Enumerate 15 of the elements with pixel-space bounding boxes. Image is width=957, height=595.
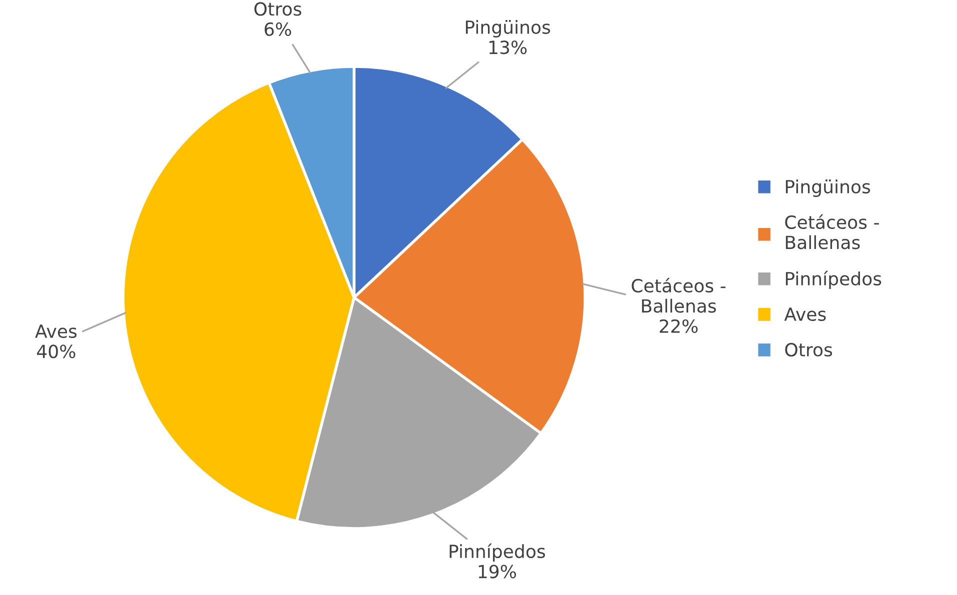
- legend-label: Aves: [784, 308, 826, 322]
- data-label: 40%: [37, 344, 76, 358]
- slice-label: Pingüinos: [466, 20, 550, 38]
- data-label: 19%: [478, 564, 516, 578]
- slice-label: Aves: [35, 324, 77, 338]
- legend-label: Cetáceos - Ballenas: [785, 214, 879, 250]
- slice-label: Otros: [254, 2, 302, 16]
- legend-label: Otros: [785, 342, 832, 357]
- legend-label: Pingüinos: [786, 180, 870, 197]
- data-label: 6%: [264, 22, 292, 36]
- data-label: 22%: [660, 319, 698, 333]
- slice-label: Cetáceos - Ballenas: [632, 278, 726, 313]
- slice-label: Pinnípedos: [450, 543, 545, 562]
- data-label: 13%: [489, 40, 527, 54]
- legend-label: Pinnípedos: [786, 270, 882, 289]
